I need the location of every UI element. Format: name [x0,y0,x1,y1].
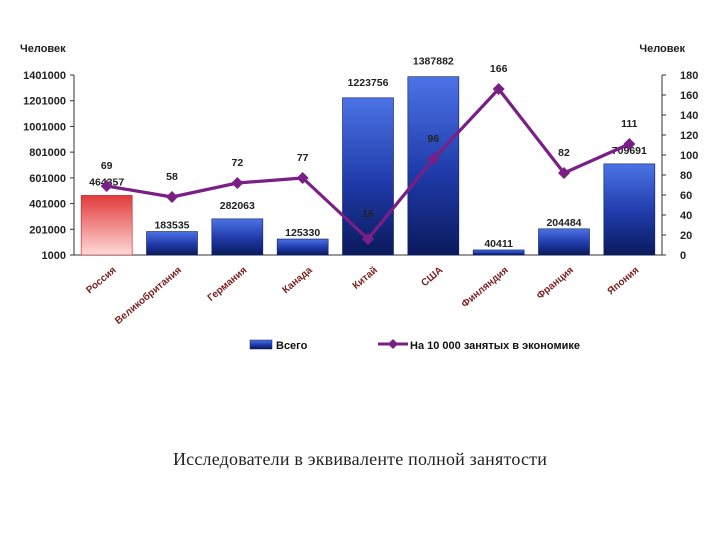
line-data-label: 69 [101,160,113,172]
left-tick-label: 201000 [29,224,66,236]
bar [211,218,264,256]
right-tick-label: 80 [680,170,692,182]
line-data-label: 96 [427,133,439,145]
right-tick-label: 40 [680,210,692,222]
left-tick-label: 601000 [29,173,66,185]
right-tick-label: 0 [680,250,686,262]
line-data-label: 58 [166,171,178,183]
right-tick-label: 100 [680,150,698,162]
bar-series [80,76,656,256]
category-label: Китай [351,265,380,292]
right-tick-label: 140 [680,110,698,122]
right-tick-label: 20 [680,230,692,242]
legend-swatch-marker [388,339,398,349]
bar-data-label: 40411 [484,238,513,250]
bar-data-label: 183535 [154,220,189,232]
right-tick-label: 180 [680,70,698,82]
line-data-label: 77 [297,152,309,164]
bar-data-label: 204484 [546,217,581,229]
bar [146,231,198,256]
left-tick-label: 1201000 [23,96,66,108]
bar-data-label: 125330 [285,227,320,239]
category-label: Финляндия [460,265,511,310]
legend-label-line: На 10 000 занятых в экономике [410,340,580,352]
bar [603,163,656,256]
line-data-label: 166 [490,63,508,75]
line-point [166,191,178,203]
right-axis-label: Человек [639,43,685,55]
line-point [492,83,505,95]
chart-caption: Исследователи в эквиваленте полной занят… [172,449,548,469]
legend-label-bar: Всего [276,340,308,352]
line-point [362,233,374,245]
left-tick-label: 401000 [29,199,66,211]
bar-data-label: 282063 [220,200,255,212]
bar [538,228,590,256]
bar [80,195,133,256]
category-label: Германия [206,265,250,304]
bar [407,76,460,256]
legend: Всего На 10 000 занятых в экономике [249,339,580,352]
left-tick-label: 801000 [29,147,66,159]
line-point [623,138,636,150]
left-tick-label: 1000 [42,250,66,262]
right-axis: 180 160 140 120 100 80 60 40 20 0 [661,70,698,262]
line-data-label: 82 [558,147,570,159]
category-label: Россия [84,265,118,296]
right-tick-label: 160 [680,90,698,102]
category-label: Великобритания [112,264,184,327]
line-point [100,180,113,192]
category-label: Япония [606,265,642,298]
line-point [296,172,309,184]
bar [342,97,394,256]
category-label: США [419,265,445,289]
line-data-label: 111 [621,118,638,130]
line-series [100,83,636,245]
line-data-label: 16 [362,208,374,220]
line-point [558,167,570,179]
left-tick-label: 1001000 [23,121,66,133]
left-axis-label: Человек [20,43,66,55]
right-tick-label: 120 [680,130,698,142]
line-data-labels: 69 58 72 77 16 96 166 82 111 [101,63,638,220]
legend-swatch-bar [249,339,273,350]
line-data-label: 72 [231,157,243,169]
bar-data-label: 1387882 [413,56,454,68]
category-label: Франция [535,265,576,302]
line-point [427,153,440,165]
right-tick-label: 60 [680,190,692,202]
bar [472,249,525,256]
category-label: Канада [280,265,314,296]
left-tick-label: 1401000 [23,70,66,82]
bar [276,238,329,256]
line-point [231,177,244,189]
bar-data-label: 1223756 [348,77,389,89]
